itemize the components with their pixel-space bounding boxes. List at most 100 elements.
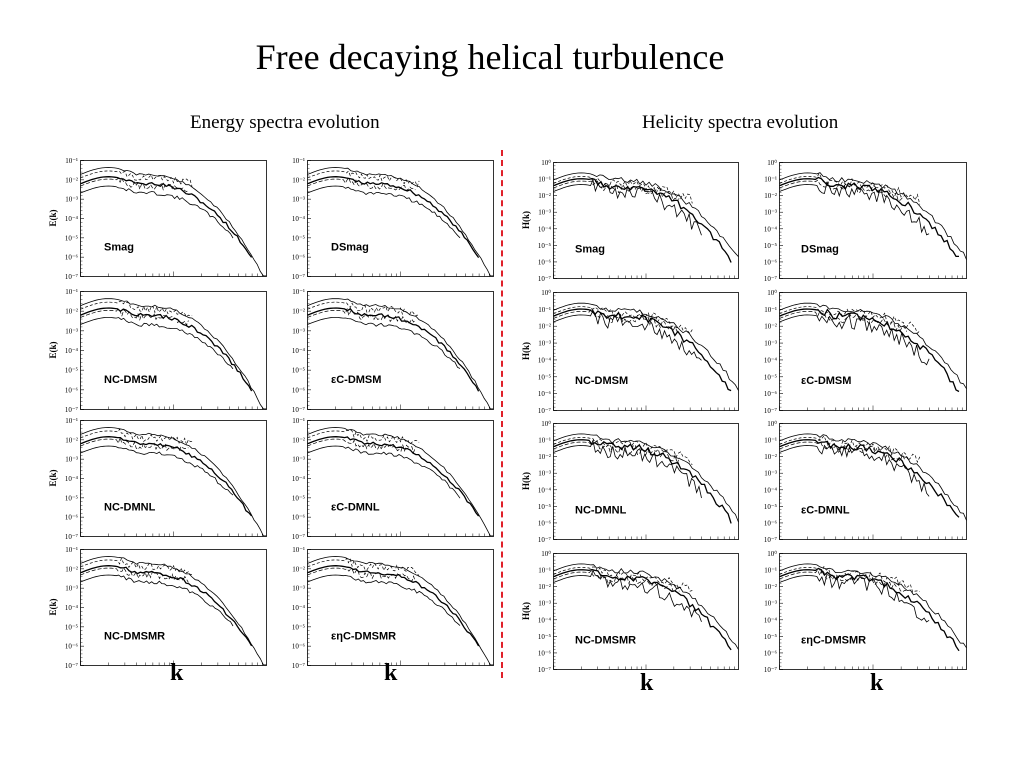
model-label: NC-DMSM — [104, 374, 157, 386]
plot-frame — [80, 160, 267, 277]
y-tick-label: 10⁻⁵ — [538, 503, 552, 511]
y-tick-label: 10⁻⁵ — [764, 503, 778, 511]
y-tick-label: 10⁻⁴ — [65, 215, 79, 223]
spectrum-curve — [307, 427, 494, 537]
y-tick-label: 10⁰ — [541, 289, 551, 297]
y-tick-label: 10⁻⁴ — [65, 475, 79, 483]
spectrum-chart: 10⁰ 10⁻¹ 10⁻² 10⁻³ 10⁻⁴ 10⁻⁵ 10⁻⁶ 10⁻⁷ H(k) Smag — [521, 159, 739, 283]
y-axis-label: H(k) — [521, 472, 531, 490]
y-tick-label: 10⁻⁷ — [538, 666, 552, 674]
spectrum-chart: 10⁰ 10⁻¹ 10⁻² 10⁻³ 10⁻⁴ 10⁻⁵ 10⁻⁶ 10⁻⁷ DSmag — [764, 159, 967, 283]
spectrum-panel: 10⁻¹ 10⁻² 10⁻³ 10⁻⁴ 10⁻⁵ 10⁻⁶ 10⁻⁷ E(k) NC-DMSMR — [48, 546, 268, 670]
slide-title: Free decaying helical turbulence — [255, 37, 725, 77]
y-tick-label: 10⁻² — [538, 192, 551, 200]
y-tick-label: 10⁻² — [65, 565, 78, 573]
y-tick-label: 10⁻² — [65, 436, 78, 444]
spectrum-curve — [779, 573, 930, 623]
spectrum-curve — [307, 176, 480, 258]
y-tick-label: 10⁻⁵ — [292, 367, 306, 375]
spectrum-curve — [553, 439, 680, 465]
y-tick-label: 10⁻⁴ — [538, 225, 552, 233]
plot-frame — [307, 420, 494, 537]
spectrum-curve — [80, 176, 253, 258]
spectrum-curve — [80, 317, 234, 370]
spectrum-panel: 10⁻¹ 10⁻² 10⁻³ 10⁻⁴ 10⁻⁵ 10⁻⁶ 10⁻⁷ εC-DMSM — [277, 288, 495, 414]
y-tick-label: 10⁻⁷ — [538, 407, 552, 415]
y-tick-label: 10⁻⁴ — [538, 356, 552, 364]
spectrum-curve — [553, 563, 739, 650]
y-tick-label: 10⁻⁷ — [292, 273, 306, 281]
spectrum-curve — [80, 436, 189, 452]
spectrum-curve — [553, 307, 680, 334]
model-label: εC-DMNL — [331, 501, 380, 513]
y-tick-label: 10⁰ — [767, 159, 777, 167]
y-tick-label: 10⁻⁷ — [538, 275, 552, 283]
plot-frame — [80, 549, 267, 666]
y-tick-label: 10⁻³ — [538, 470, 551, 478]
spectrum-panel: 10⁰ 10⁻¹ 10⁻² 10⁻³ 10⁻⁴ 10⁻⁵ 10⁻⁶ 10⁻⁷ εC-DMNL — [749, 420, 968, 544]
y-tick-label: 10⁻⁵ — [764, 242, 778, 250]
spectrum-curve — [80, 565, 253, 647]
y-tick-label: 10⁻⁴ — [292, 604, 306, 612]
spectrum-curve — [553, 306, 693, 335]
spectrum-curve — [307, 185, 461, 239]
spectrum-curve — [80, 307, 253, 392]
y-tick-label: 10⁻¹ — [65, 546, 78, 554]
y-tick-label: 10⁻⁶ — [538, 519, 552, 527]
y-tick-label: 10⁻⁵ — [65, 623, 79, 631]
y-axis-label: E(k) — [48, 598, 58, 615]
y-tick-label: 10⁻¹ — [764, 437, 777, 445]
spectrum-panel: 10⁰ 10⁻¹ 10⁻² 10⁻³ 10⁻⁴ 10⁻⁵ 10⁻⁶ 10⁻⁷ H(k) NC-DM… — [521, 420, 740, 544]
y-tick-label: 10⁰ — [541, 550, 551, 558]
y-tick-label: 10⁻¹ — [65, 417, 78, 425]
plot-frame — [80, 291, 267, 410]
y-tick-label: 10⁻⁶ — [764, 519, 778, 527]
y-tick-label: 10⁻³ — [538, 600, 551, 608]
y-tick-label: 10⁻¹ — [764, 567, 777, 575]
spectrum-curve — [779, 172, 967, 260]
spectrum-panel: 10⁻¹ 10⁻² 10⁻³ 10⁻⁴ 10⁻⁵ 10⁻⁶ 10⁻⁷ E(k) Smag — [48, 157, 268, 281]
y-tick-label: 10⁻² — [538, 323, 551, 331]
spectrum-curve — [307, 317, 461, 369]
y-tick-label: 10⁻⁴ — [292, 347, 306, 355]
spectrum-curve — [779, 310, 908, 332]
plot-frame — [779, 292, 967, 411]
spectrum-curve — [80, 556, 267, 666]
y-tick-label: 10⁻² — [764, 192, 777, 200]
y-tick-label: 10⁻⁴ — [65, 604, 79, 612]
spectrum-curve — [779, 176, 960, 258]
y-tick-label: 10⁻² — [538, 453, 551, 461]
spectrum-panel: 10⁻¹ 10⁻² 10⁻³ 10⁻⁴ 10⁻⁵ 10⁻⁶ 10⁻⁷ DSmag — [277, 157, 495, 281]
spectrum-curve — [80, 298, 267, 410]
y-tick-label: 10⁻² — [65, 308, 78, 316]
y-tick-label: 10⁻³ — [292, 196, 305, 204]
y-tick-label: 10⁻⁷ — [764, 666, 778, 674]
y-tick-label: 10⁻⁷ — [65, 406, 79, 414]
y-tick-label: 10⁻³ — [65, 456, 78, 464]
spectrum-panel: 10⁰ 10⁻¹ 10⁻² 10⁻³ 10⁻⁴ 10⁻⁵ 10⁻⁶ 10⁻⁷ H(k) NC-DM… — [521, 550, 740, 674]
spectrum-curve — [779, 568, 907, 593]
spectrum-chart: 10⁰ 10⁻¹ 10⁻² 10⁻³ 10⁻⁴ 10⁻⁵ 10⁻⁶ 10⁻⁷ εC-DMNL — [764, 420, 967, 544]
y-tick-label: 10⁻⁶ — [538, 649, 552, 657]
model-label: NC-DMNL — [575, 504, 627, 516]
plot-frame — [779, 553, 967, 670]
y-tick-label: 10⁻³ — [292, 456, 305, 464]
y-tick-label: 10⁻⁵ — [764, 373, 778, 381]
spectrum-curve — [779, 302, 967, 389]
spectrum-curve — [80, 170, 193, 187]
spectrum-curve — [80, 436, 253, 517]
y-tick-label: 10⁻¹ — [764, 176, 777, 184]
y-tick-label: 10⁻³ — [65, 585, 78, 593]
spectrum-panel: 10⁰ 10⁻¹ 10⁻² 10⁻³ 10⁻⁴ 10⁻⁵ 10⁻⁶ 10⁻⁷ εηC-DMSMR — [749, 550, 968, 674]
y-tick-label: 10⁻⁴ — [65, 347, 79, 355]
spectrum-curve — [553, 439, 702, 499]
spectrum-curve — [553, 433, 739, 523]
y-tick-label: 10⁻⁴ — [764, 486, 778, 494]
spectrum-chart: 10⁻¹ 10⁻² 10⁻³ 10⁻⁴ 10⁻⁵ 10⁻⁶ 10⁻⁷ εηC-DMSMR — [292, 546, 494, 670]
spectrum-curve — [779, 435, 921, 464]
y-tick-label: 10⁻¹ — [65, 157, 78, 165]
y-tick-label: 10⁻⁴ — [764, 225, 778, 233]
y-tick-label: 10⁻⁴ — [538, 486, 552, 494]
y-tick-label: 10⁰ — [767, 420, 777, 428]
plot-frame — [553, 292, 739, 411]
